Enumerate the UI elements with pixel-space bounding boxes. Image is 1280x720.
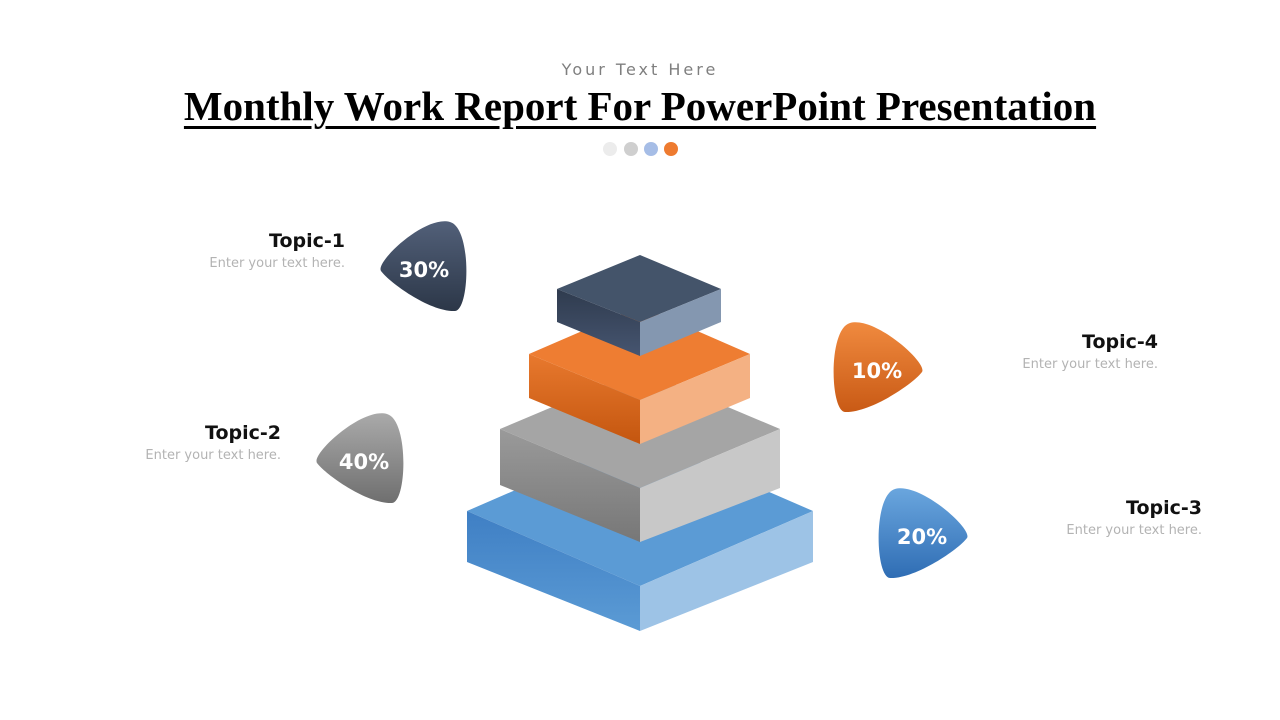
topic-2-title: Topic-2 bbox=[205, 422, 281, 444]
topic-3-block: Topic-3 Enter your text here. bbox=[942, 496, 1202, 541]
layer-gray-left bbox=[500, 429, 640, 542]
topic-1-description: Enter your text here. bbox=[209, 256, 345, 271]
badge-topic-1-value: 30% bbox=[399, 258, 449, 282]
layer-navy-top bbox=[557, 255, 721, 322]
layer-navy-left bbox=[557, 289, 640, 356]
slide-title: Monthly Work Report For PowerPoint Prese… bbox=[183, 83, 1097, 129]
topic-2-description: Enter your text here. bbox=[145, 448, 281, 463]
layer-blue-right bbox=[640, 511, 813, 631]
badge-topic-2-shape bbox=[316, 413, 404, 504]
topic-3-description: Enter your text here. bbox=[1066, 523, 1202, 538]
badge-topic-3-value: 20% bbox=[897, 525, 947, 549]
badge-topic-4-shape bbox=[833, 322, 923, 413]
topic-3-title: Topic-3 bbox=[1126, 497, 1202, 519]
dot-4 bbox=[664, 142, 678, 156]
layer-orange-left bbox=[529, 354, 640, 444]
topic-4-block: Topic-4 Enter your text here. bbox=[898, 330, 1158, 375]
topic-4-title: Topic-4 bbox=[1082, 331, 1158, 353]
badge-topic-4: 10% bbox=[833, 322, 923, 413]
dot-2 bbox=[624, 142, 638, 156]
topic-1-block: Topic-1 Enter your text here. bbox=[85, 229, 345, 274]
badge-topic-1-shape bbox=[380, 221, 467, 312]
badge-topic-2-value: 40% bbox=[339, 450, 389, 474]
dot-3 bbox=[644, 142, 658, 156]
pyramid-layer-navy bbox=[557, 255, 721, 356]
badge-topic-1: 30% bbox=[380, 221, 467, 312]
dot-1 bbox=[603, 142, 617, 156]
badge-topic-3-shape bbox=[878, 488, 968, 579]
badge-topic-2: 40% bbox=[316, 413, 404, 504]
slide-subtitle: Your Text Here bbox=[561, 60, 719, 79]
layer-blue-left bbox=[467, 511, 640, 631]
topic-2-block: Topic-2 Enter your text here. bbox=[21, 421, 281, 466]
topic-4-description: Enter your text here. bbox=[1022, 357, 1158, 372]
layer-gray-right bbox=[640, 429, 780, 542]
topic-1-title: Topic-1 bbox=[269, 230, 345, 252]
badge-topic-3: 20% bbox=[878, 488, 968, 579]
layer-orange-right bbox=[640, 354, 750, 444]
badge-topic-4-value: 10% bbox=[852, 359, 902, 383]
layer-navy-right bbox=[640, 289, 721, 356]
